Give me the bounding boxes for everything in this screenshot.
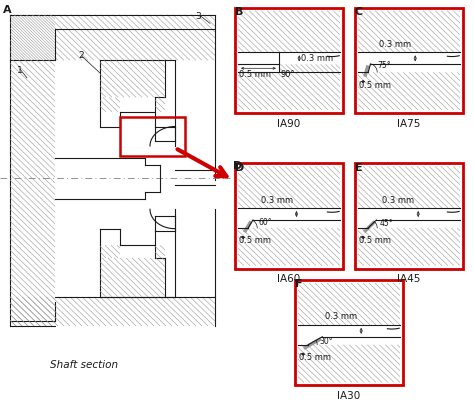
Text: 0.5 mm: 0.5 mm [359, 237, 391, 245]
Text: IA30: IA30 [337, 391, 361, 401]
Text: IA75: IA75 [397, 119, 421, 129]
Text: C: C [355, 7, 363, 17]
Text: 0.3 mm: 0.3 mm [301, 54, 333, 63]
Text: D: D [233, 160, 242, 170]
Text: 0.3 mm: 0.3 mm [383, 196, 415, 205]
Text: 45°: 45° [379, 219, 393, 228]
Text: 0.3 mm: 0.3 mm [380, 40, 411, 49]
Text: IA90: IA90 [277, 119, 301, 129]
Text: D: D [235, 162, 244, 172]
Text: 2: 2 [78, 51, 83, 60]
Text: 0.5 mm: 0.5 mm [239, 237, 271, 245]
Bar [295, 280, 403, 385]
Text: 0.5 mm: 0.5 mm [299, 353, 331, 362]
Text: 3: 3 [195, 12, 201, 21]
Text: 0.3 mm: 0.3 mm [326, 312, 357, 321]
Bar [235, 8, 343, 113]
Text: 0.3 mm: 0.3 mm [261, 196, 293, 205]
Text: 75°: 75° [378, 61, 392, 70]
Text: IA60: IA60 [277, 274, 301, 284]
Text: B: B [235, 7, 243, 17]
Bar [120, 117, 185, 156]
Text: 0.5 mm: 0.5 mm [239, 70, 271, 79]
Text: E: E [355, 162, 363, 172]
Text: 60°: 60° [259, 218, 272, 227]
Text: 0.5 mm: 0.5 mm [359, 81, 391, 90]
Text: Shaft section: Shaft section [50, 360, 118, 370]
Bar [355, 164, 463, 269]
Text: 1: 1 [17, 66, 23, 75]
Text: A: A [3, 5, 12, 15]
Text: F: F [295, 279, 302, 289]
Bar [355, 8, 463, 113]
Text: IA45: IA45 [397, 274, 421, 284]
Text: 30°: 30° [320, 337, 333, 346]
Bar [235, 164, 343, 269]
Text: 90°: 90° [281, 70, 295, 79]
